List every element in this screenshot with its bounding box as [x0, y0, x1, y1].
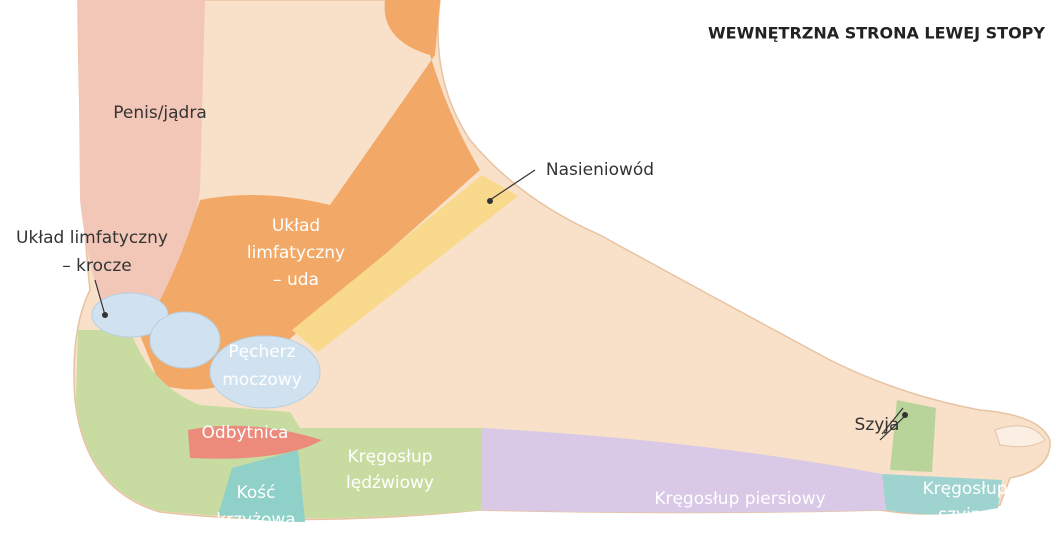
foot-diagram: WEWNĘTRZNA STRONA LEWEJ STOPY Penis/jądr…: [0, 0, 1056, 551]
pointer-dot: [102, 312, 108, 318]
neck-band: [890, 400, 936, 472]
title: WEWNĘTRZNA STRONA LEWEJ STOPY: [708, 24, 1045, 43]
label: Pęcherz: [228, 342, 295, 362]
label: Penis/jądra: [113, 103, 207, 123]
label: – uda: [273, 270, 319, 290]
label: Nasieniowód: [546, 160, 654, 180]
label: Kręgosłup piersiowy: [654, 489, 825, 509]
label: Szyja: [855, 415, 900, 435]
label: – krocze: [62, 256, 132, 276]
label: moczowy: [222, 370, 302, 390]
lymph-blob: [150, 312, 220, 368]
label: Kręgosłup: [922, 479, 1007, 499]
label: krzyżowa: [216, 510, 295, 530]
label: Kość: [237, 483, 276, 503]
label: Kręgosłup: [347, 447, 432, 467]
label: Odbytnica: [202, 423, 289, 443]
label: limfatyczny: [247, 243, 345, 263]
label: szyjny: [938, 505, 991, 525]
label: Układ limfatyczny: [16, 228, 168, 248]
label: lędźwiowy: [346, 473, 434, 493]
pointer-dot: [487, 198, 493, 204]
pointer-dot: [902, 412, 908, 418]
label: Układ: [272, 216, 320, 236]
